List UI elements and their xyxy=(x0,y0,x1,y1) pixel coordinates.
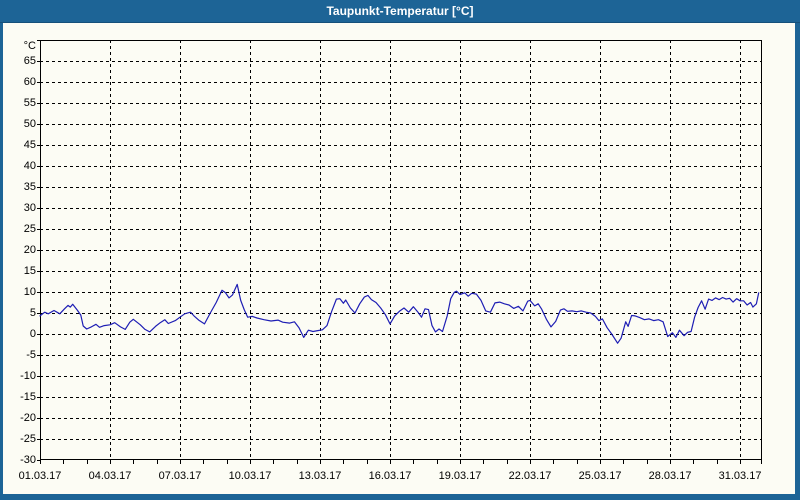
y-axis-tick-label: -5 xyxy=(26,349,36,361)
x-axis-tick-label: 28.03.17 xyxy=(648,470,692,482)
chart-title: Taupunkt-Temperatur [°C] xyxy=(326,4,474,18)
horizontal-gridlines xyxy=(40,61,762,440)
y-axis-tick-label: -15 xyxy=(20,391,36,403)
y-axis-tick-label: 10 xyxy=(23,286,36,298)
y-axis-tick-label: 0 xyxy=(29,328,36,340)
y-axis-tick-label: -20 xyxy=(20,412,36,424)
x-axis-tick-label: 16.03.17 xyxy=(368,470,412,482)
y-axis-tick-label: 5 xyxy=(29,307,36,319)
x-axis-tick-label: 31.03.17 xyxy=(718,470,762,482)
y-axis-tick-label: 30 xyxy=(23,202,36,214)
y-axis-tick-label: 35 xyxy=(23,181,36,193)
x-axis-tick-label: 22.03.17 xyxy=(508,470,552,482)
x-axis-tick-label: 01.03.17 xyxy=(18,470,62,482)
plot-frame xyxy=(40,40,762,460)
y-axis-tick-label: -30 xyxy=(20,454,36,466)
y-axis-tick-label: 60 xyxy=(23,76,36,88)
y-axis-tick-label: 55 xyxy=(23,97,36,109)
x-axis-tick-label: 10.03.17 xyxy=(228,470,272,482)
y-axis-tick-label: 20 xyxy=(23,244,36,256)
y-axis-tick-label: 15 xyxy=(23,265,36,277)
y-axis-unit-label: °C xyxy=(23,40,36,52)
x-axis-tick-label: 04.03.17 xyxy=(88,470,132,482)
window-title-bar: Taupunkt-Temperatur [°C] xyxy=(0,0,800,23)
axis-ticks xyxy=(37,40,762,464)
x-axis-tick-label: 25.03.17 xyxy=(578,470,622,482)
y-axis-tick-label: 40 xyxy=(23,160,36,172)
y-axis-tick-label: 65 xyxy=(23,55,36,67)
x-axis-tick-label: 19.03.17 xyxy=(438,470,482,482)
y-axis-tick-label: 50 xyxy=(23,118,36,130)
y-axis-tick-label: -10 xyxy=(20,370,36,382)
y-axis-tick-label: 25 xyxy=(23,223,36,235)
chart-background xyxy=(3,22,795,494)
temperature-line xyxy=(39,283,760,344)
x-axis-tick-label: 13.03.17 xyxy=(298,470,342,482)
y-axis-tick-label: 45 xyxy=(23,139,36,151)
y-axis-tick-label: -25 xyxy=(20,433,36,445)
vertical-gridlines xyxy=(110,40,741,460)
x-axis-tick-label: 07.03.17 xyxy=(158,470,202,482)
